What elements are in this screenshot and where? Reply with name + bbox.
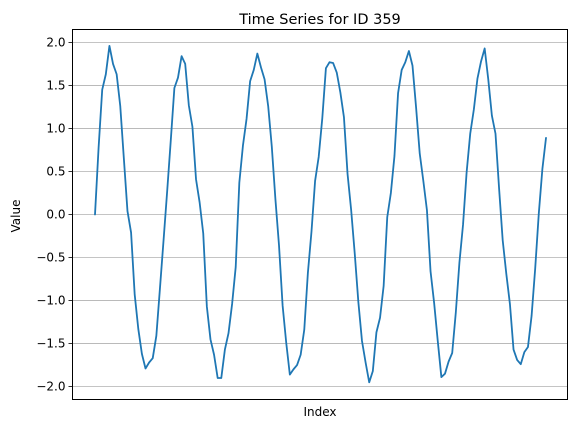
y-axis-label: Value <box>9 200 23 233</box>
y-tick-label: −0.5 <box>36 251 65 265</box>
y-tick-label: −1.5 <box>36 337 65 351</box>
y-tick-label: 2.0 <box>46 35 65 49</box>
y-tick-label: 0.5 <box>46 164 65 178</box>
plot-frame <box>72 29 568 400</box>
y-tick-label: 1.0 <box>46 121 65 135</box>
y-tick-label: −2.0 <box>36 380 65 394</box>
y-tick-label: 0.0 <box>46 208 65 222</box>
x-axis-label: Index <box>303 405 336 419</box>
y-tick-label: 1.5 <box>46 78 65 92</box>
series-line <box>94 44 547 384</box>
y-tick-label: −1.0 <box>36 294 65 308</box>
chart-title: Time Series for ID 359 <box>238 12 401 28</box>
grid-lines <box>72 42 568 387</box>
y-axis: −2.0 −1.5 −1.0 −0.5 0.0 0.5 1.0 1.5 2.0 <box>36 35 73 394</box>
